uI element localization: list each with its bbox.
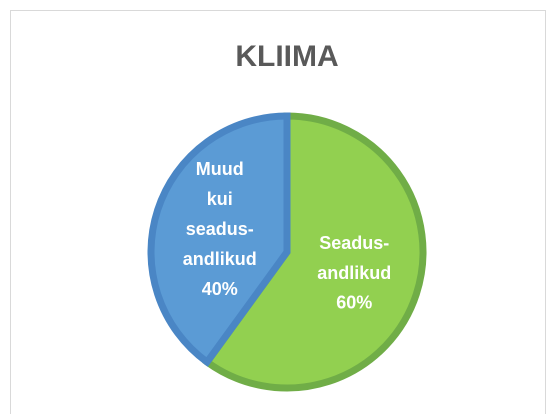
chart-title: KLIIMA [235, 40, 338, 73]
slice-value-label: 60% [336, 293, 372, 313]
slice-value-label: 40% [202, 279, 238, 299]
slice-label: Muud kui seadus-andlikud [183, 159, 257, 269]
pie-slice [202, 112, 427, 392]
slice-label: Seadus-andlikud [317, 233, 391, 283]
pie-slice [147, 112, 291, 367]
